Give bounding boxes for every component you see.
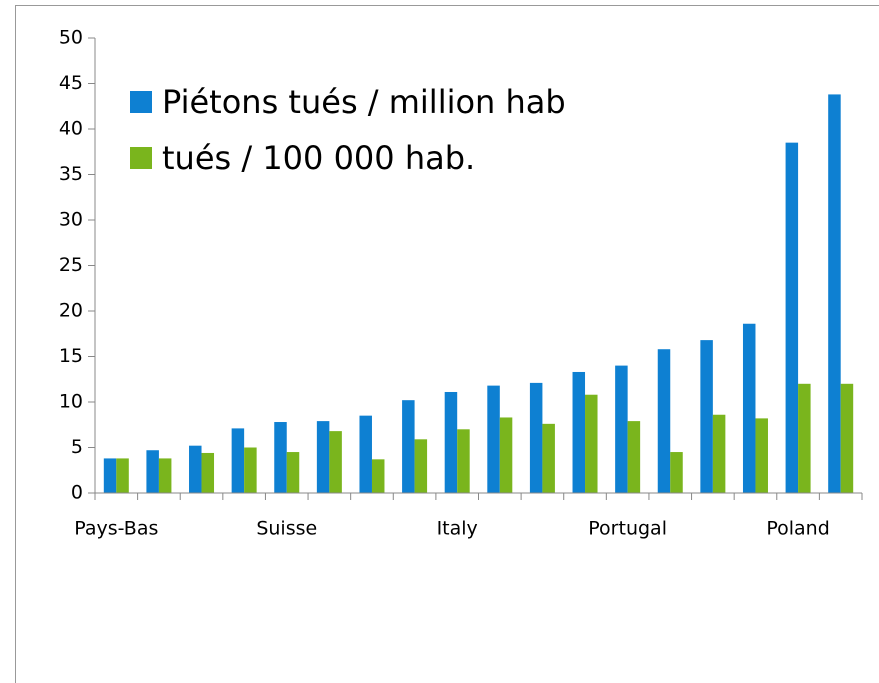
y-tick-label: 45 [59, 72, 83, 94]
y-tick-label: 40 [59, 118, 83, 140]
bar [615, 365, 628, 493]
bar [657, 349, 671, 493]
bar [457, 429, 470, 493]
y-tick-label: 15 [59, 345, 83, 367]
y-tick-label: 25 [59, 254, 83, 276]
bar [755, 418, 768, 493]
x-tick-label: Pays-Bas [74, 518, 158, 540]
bar [529, 382, 543, 493]
bar [828, 94, 841, 494]
bar [316, 421, 330, 493]
y-tick-label: 5 [71, 436, 83, 458]
bar [585, 394, 598, 493]
bar [329, 431, 342, 493]
legend-label: Piétons tués / million hab [162, 83, 566, 121]
bar [244, 447, 257, 493]
bar [158, 458, 172, 493]
bar [371, 459, 385, 493]
bar [103, 458, 117, 493]
bar [742, 323, 756, 493]
bar [286, 452, 300, 493]
legend-swatch [130, 91, 152, 113]
legend-swatch [130, 147, 152, 169]
y-tick-label: 10 [59, 391, 83, 413]
y-tick-label: 35 [59, 163, 83, 185]
chart-frame [15, 5, 879, 683]
bar [231, 428, 245, 493]
bar [146, 450, 159, 493]
bar [627, 421, 641, 493]
y-tick-label: 30 [59, 209, 83, 231]
bar [414, 439, 428, 493]
bar [116, 458, 129, 493]
bar [274, 422, 287, 493]
bar [712, 414, 726, 493]
x-tick-label: Italy [437, 518, 478, 540]
bar [201, 452, 215, 493]
bar [499, 417, 513, 493]
bar [572, 371, 586, 493]
bar [840, 383, 854, 493]
bar [670, 452, 683, 493]
bar [402, 400, 415, 493]
legend-label: tués / 100 000 hab. [162, 139, 475, 177]
x-tick-label: Poland [766, 518, 829, 540]
bar [444, 391, 458, 493]
bar [487, 385, 500, 493]
y-tick-label: 50 [59, 27, 83, 49]
bar [785, 142, 799, 493]
y-tick-label: 20 [59, 300, 83, 322]
y-tick-label: 0 [71, 482, 83, 504]
x-tick-label: Suisse [256, 518, 317, 540]
bar [359, 415, 372, 493]
bar [700, 340, 713, 493]
bar [189, 445, 202, 493]
bar [542, 423, 555, 493]
x-tick-label: Portugal [588, 518, 667, 540]
bar [798, 383, 811, 493]
